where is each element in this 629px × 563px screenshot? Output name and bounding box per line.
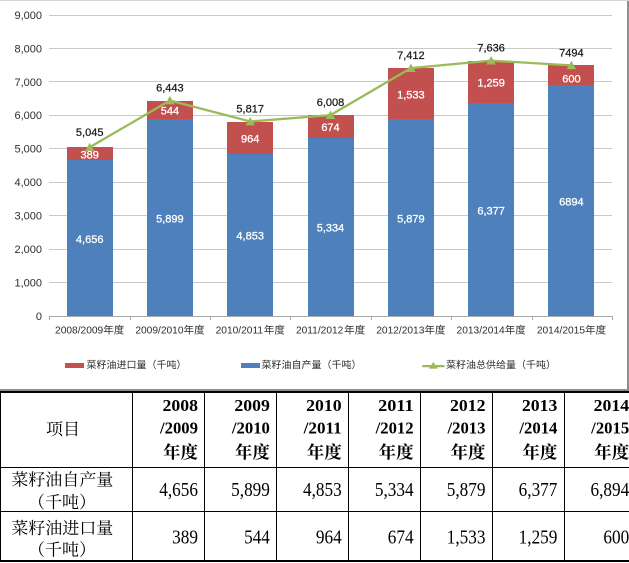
svg-text:6,894: 6,894: [590, 479, 629, 501]
svg-text:2010/2011: 2010/2011: [216, 326, 264, 337]
svg-text:389: 389: [81, 150, 99, 162]
svg-text:674: 674: [388, 527, 414, 549]
svg-text:600: 600: [562, 73, 580, 85]
svg-text:1,000: 1,000: [14, 278, 42, 290]
svg-text:7,636: 7,636: [477, 43, 505, 55]
svg-text:2,000: 2,000: [14, 244, 42, 256]
svg-text:2010: 2010: [306, 396, 342, 415]
svg-text:/2014: /2014: [518, 419, 557, 438]
svg-text:2009/2010: 2009/2010: [135, 326, 183, 337]
svg-text:3,000: 3,000: [14, 211, 42, 223]
svg-text:7494: 7494: [559, 47, 583, 59]
svg-text:7,000: 7,000: [14, 77, 42, 89]
svg-text:4,656: 4,656: [76, 234, 104, 246]
svg-text:2011/2012: 2011/2012: [296, 326, 344, 337]
svg-text:/2010: /2010: [231, 419, 270, 438]
svg-text:6,000: 6,000: [14, 110, 42, 122]
svg-text:2012: 2012: [450, 396, 486, 415]
svg-text:5,000: 5,000: [14, 144, 42, 156]
svg-text:5,334: 5,334: [375, 479, 414, 501]
svg-text:2013/2014: 2013/2014: [457, 326, 505, 337]
svg-text:7,412: 7,412: [397, 50, 425, 62]
svg-text:/2011: /2011: [303, 419, 342, 438]
svg-text:2008/2009: 2008/2009: [55, 326, 103, 337]
svg-text:/2009: /2009: [159, 419, 198, 438]
svg-text:2011: 2011: [378, 396, 414, 415]
svg-text:389: 389: [172, 527, 198, 549]
svg-text:1,533: 1,533: [397, 90, 425, 102]
svg-text:544: 544: [244, 527, 270, 549]
svg-text:6,377: 6,377: [519, 479, 558, 501]
svg-text:1,259: 1,259: [477, 78, 505, 90]
svg-text:964: 964: [316, 527, 342, 549]
svg-text:2012/2013: 2012/2013: [376, 326, 424, 337]
svg-text:674: 674: [321, 122, 339, 134]
svg-text:8,000: 8,000: [14, 43, 42, 55]
svg-text:5,899: 5,899: [231, 479, 270, 501]
svg-text:6,008: 6,008: [317, 97, 345, 109]
svg-text:4,000: 4,000: [14, 177, 42, 189]
svg-text:6,443: 6,443: [156, 82, 184, 94]
svg-text:1,533: 1,533: [447, 527, 486, 549]
svg-text:2009: 2009: [234, 396, 270, 415]
svg-text:0: 0: [36, 311, 42, 323]
svg-text:4,853: 4,853: [236, 231, 264, 243]
svg-text:4,853: 4,853: [303, 479, 342, 501]
svg-text:5,045: 5,045: [76, 127, 104, 139]
svg-text:5,879: 5,879: [397, 214, 425, 226]
svg-text:5,899: 5,899: [156, 213, 184, 225]
svg-text:544: 544: [161, 106, 179, 118]
svg-text:5,879: 5,879: [447, 479, 486, 501]
svg-text:600: 600: [603, 527, 629, 549]
svg-text:/2013: /2013: [446, 419, 485, 438]
svg-text:6,377: 6,377: [477, 205, 505, 217]
svg-text:1,259: 1,259: [519, 527, 558, 549]
svg-text:2014/2015: 2014/2015: [537, 326, 585, 337]
svg-text:5,334: 5,334: [317, 223, 345, 235]
svg-text:/2015: /2015: [590, 419, 629, 438]
svg-text:964: 964: [241, 134, 259, 146]
svg-text:2014: 2014: [594, 396, 629, 415]
svg-text:9,000: 9,000: [14, 10, 42, 22]
svg-text:5,817: 5,817: [236, 103, 264, 115]
svg-text:4,656: 4,656: [159, 479, 198, 501]
svg-text:/2012: /2012: [375, 419, 414, 438]
svg-text:6894: 6894: [559, 197, 583, 209]
svg-text:2008: 2008: [163, 396, 199, 415]
svg-text:2013: 2013: [522, 396, 558, 415]
